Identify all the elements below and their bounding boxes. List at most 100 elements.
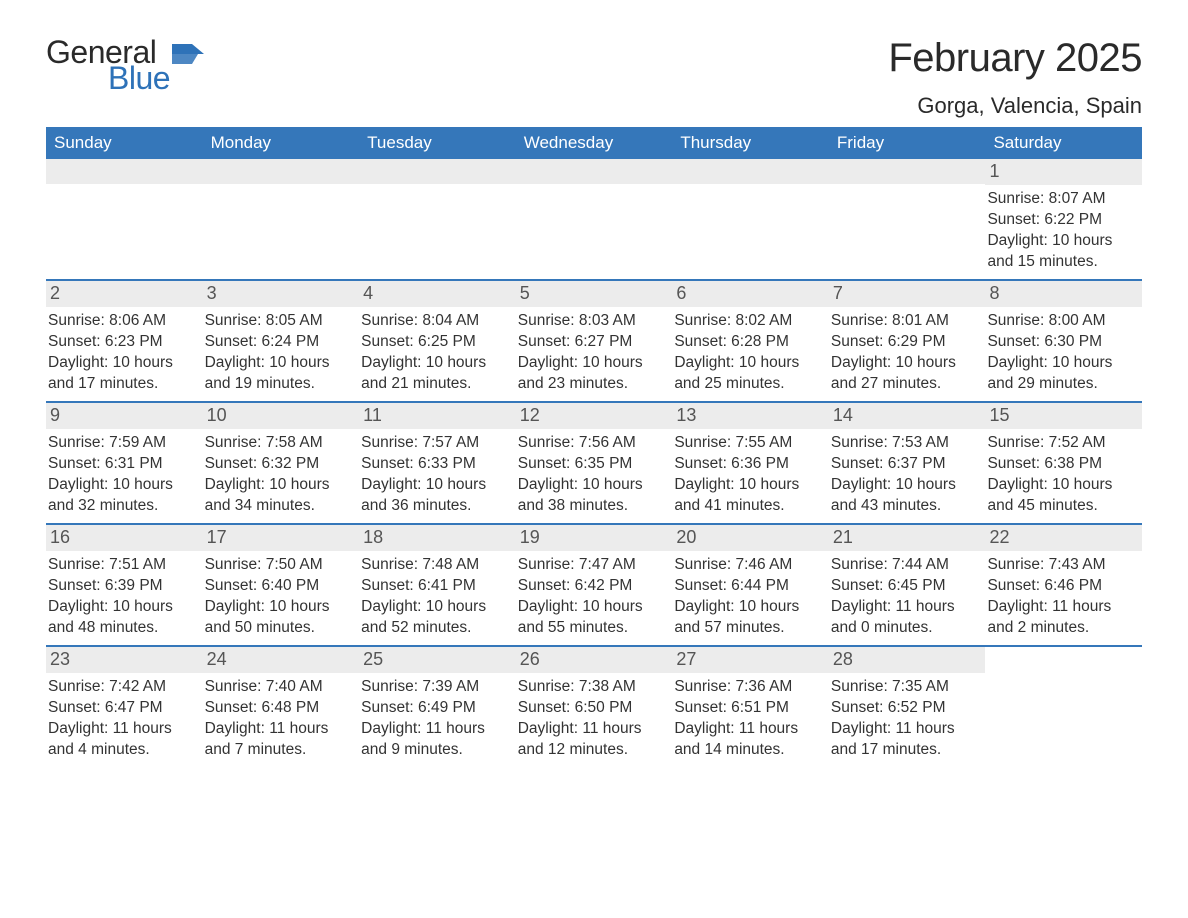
day-number: 25	[359, 647, 516, 673]
calendar-cell: 12Sunrise: 7:56 AMSunset: 6:35 PMDayligh…	[516, 403, 673, 523]
calendar-week: 2Sunrise: 8:06 AMSunset: 6:23 PMDaylight…	[46, 279, 1142, 401]
day-details: Sunrise: 8:05 AMSunset: 6:24 PMDaylight:…	[203, 307, 360, 395]
daylight-text: Daylight: 11 hours and 9 minutes.	[361, 719, 514, 761]
daylight-text: Daylight: 10 hours and 52 minutes.	[361, 597, 514, 639]
calendar-cell: 26Sunrise: 7:38 AMSunset: 6:50 PMDayligh…	[516, 647, 673, 767]
calendar-cell: 20Sunrise: 7:46 AMSunset: 6:44 PMDayligh…	[672, 525, 829, 645]
day-details: Sunrise: 7:55 AMSunset: 6:36 PMDaylight:…	[672, 429, 829, 517]
daylight-text: Daylight: 10 hours and 21 minutes.	[361, 353, 514, 395]
day-number: 10	[203, 403, 360, 429]
day-details: Sunrise: 7:35 AMSunset: 6:52 PMDaylight:…	[829, 673, 986, 761]
day-number: 19	[516, 525, 673, 551]
sunset-text: Sunset: 6:22 PM	[987, 210, 1140, 231]
day-details: Sunrise: 7:58 AMSunset: 6:32 PMDaylight:…	[203, 429, 360, 517]
day-number: 15	[985, 403, 1142, 429]
day-number	[359, 159, 516, 184]
sunrise-text: Sunrise: 7:39 AM	[361, 677, 514, 698]
day-number: 24	[203, 647, 360, 673]
day-details: Sunrise: 7:40 AMSunset: 6:48 PMDaylight:…	[203, 673, 360, 761]
sunrise-text: Sunrise: 8:07 AM	[987, 189, 1140, 210]
sunrise-text: Sunrise: 8:01 AM	[831, 311, 984, 332]
sunset-text: Sunset: 6:45 PM	[831, 576, 984, 597]
day-number: 20	[672, 525, 829, 551]
sunrise-text: Sunrise: 7:48 AM	[361, 555, 514, 576]
calendar-cell	[672, 159, 829, 279]
day-details: Sunrise: 7:43 AMSunset: 6:46 PMDaylight:…	[985, 551, 1142, 639]
day-number: 2	[46, 281, 203, 307]
weekday-header: Monday	[203, 127, 360, 159]
calendar-cell: 10Sunrise: 7:58 AMSunset: 6:32 PMDayligh…	[203, 403, 360, 523]
day-number: 3	[203, 281, 360, 307]
day-number	[46, 159, 203, 184]
day-number	[672, 159, 829, 184]
calendar-cell: 15Sunrise: 7:52 AMSunset: 6:38 PMDayligh…	[985, 403, 1142, 523]
day-number: 26	[516, 647, 673, 673]
day-details: Sunrise: 7:48 AMSunset: 6:41 PMDaylight:…	[359, 551, 516, 639]
title-block: February 2025 Gorga, Valencia, Spain	[888, 36, 1142, 119]
day-details: Sunrise: 7:38 AMSunset: 6:50 PMDaylight:…	[516, 673, 673, 761]
sunrise-text: Sunrise: 7:57 AM	[361, 433, 514, 454]
day-number	[829, 159, 986, 184]
calendar-cell: 11Sunrise: 7:57 AMSunset: 6:33 PMDayligh…	[359, 403, 516, 523]
day-number: 7	[829, 281, 986, 307]
calendar-cell: 19Sunrise: 7:47 AMSunset: 6:42 PMDayligh…	[516, 525, 673, 645]
calendar-cell: 16Sunrise: 7:51 AMSunset: 6:39 PMDayligh…	[46, 525, 203, 645]
day-details: Sunrise: 7:36 AMSunset: 6:51 PMDaylight:…	[672, 673, 829, 761]
location-label: Gorga, Valencia, Spain	[888, 93, 1142, 119]
calendar-week: 1Sunrise: 8:07 AMSunset: 6:22 PMDaylight…	[46, 159, 1142, 279]
weekday-header-row: Sunday Monday Tuesday Wednesday Thursday…	[46, 127, 1142, 159]
sunset-text: Sunset: 6:23 PM	[48, 332, 201, 353]
day-number: 12	[516, 403, 673, 429]
sunset-text: Sunset: 6:52 PM	[831, 698, 984, 719]
calendar-cell: 23Sunrise: 7:42 AMSunset: 6:47 PMDayligh…	[46, 647, 203, 767]
calendar-cell: 6Sunrise: 8:02 AMSunset: 6:28 PMDaylight…	[672, 281, 829, 401]
sunset-text: Sunset: 6:32 PM	[205, 454, 358, 475]
sunrise-text: Sunrise: 7:53 AM	[831, 433, 984, 454]
daylight-text: Daylight: 10 hours and 41 minutes.	[674, 475, 827, 517]
flag-icon	[172, 42, 204, 64]
sunset-text: Sunset: 6:42 PM	[518, 576, 671, 597]
sunset-text: Sunset: 6:25 PM	[361, 332, 514, 353]
daylight-text: Daylight: 10 hours and 23 minutes.	[518, 353, 671, 395]
calendar-cell: 22Sunrise: 7:43 AMSunset: 6:46 PMDayligh…	[985, 525, 1142, 645]
sunrise-text: Sunrise: 7:40 AM	[205, 677, 358, 698]
weekday-header: Sunday	[46, 127, 203, 159]
sunset-text: Sunset: 6:36 PM	[674, 454, 827, 475]
calendar-week: 23Sunrise: 7:42 AMSunset: 6:47 PMDayligh…	[46, 645, 1142, 767]
day-number: 23	[46, 647, 203, 673]
day-details: Sunrise: 7:56 AMSunset: 6:35 PMDaylight:…	[516, 429, 673, 517]
calendar-cell: 1Sunrise: 8:07 AMSunset: 6:22 PMDaylight…	[985, 159, 1142, 279]
calendar-week: 16Sunrise: 7:51 AMSunset: 6:39 PMDayligh…	[46, 523, 1142, 645]
calendar-cell: 28Sunrise: 7:35 AMSunset: 6:52 PMDayligh…	[829, 647, 986, 767]
calendar-cell	[829, 159, 986, 279]
day-details: Sunrise: 7:51 AMSunset: 6:39 PMDaylight:…	[46, 551, 203, 639]
day-number: 22	[985, 525, 1142, 551]
day-number: 17	[203, 525, 360, 551]
day-details: Sunrise: 7:39 AMSunset: 6:49 PMDaylight:…	[359, 673, 516, 761]
calendar-cell: 5Sunrise: 8:03 AMSunset: 6:27 PMDaylight…	[516, 281, 673, 401]
day-number: 6	[672, 281, 829, 307]
sunrise-text: Sunrise: 7:50 AM	[205, 555, 358, 576]
sunset-text: Sunset: 6:51 PM	[674, 698, 827, 719]
day-number: 4	[359, 281, 516, 307]
calendar-cell: 14Sunrise: 7:53 AMSunset: 6:37 PMDayligh…	[829, 403, 986, 523]
sunset-text: Sunset: 6:37 PM	[831, 454, 984, 475]
daylight-text: Daylight: 10 hours and 25 minutes.	[674, 353, 827, 395]
sunrise-text: Sunrise: 7:35 AM	[831, 677, 984, 698]
weekday-header: Friday	[829, 127, 986, 159]
sunrise-text: Sunrise: 7:43 AM	[987, 555, 1140, 576]
calendar-cell	[516, 159, 673, 279]
day-number: 9	[46, 403, 203, 429]
sunset-text: Sunset: 6:39 PM	[48, 576, 201, 597]
calendar-cell: 4Sunrise: 8:04 AMSunset: 6:25 PMDaylight…	[359, 281, 516, 401]
daylight-text: Daylight: 10 hours and 15 minutes.	[987, 231, 1140, 273]
day-number: 28	[829, 647, 986, 673]
sunrise-text: Sunrise: 8:00 AM	[987, 311, 1140, 332]
daylight-text: Daylight: 10 hours and 36 minutes.	[361, 475, 514, 517]
daylight-text: Daylight: 11 hours and 2 minutes.	[987, 597, 1140, 639]
calendar-cell: 13Sunrise: 7:55 AMSunset: 6:36 PMDayligh…	[672, 403, 829, 523]
sunset-text: Sunset: 6:31 PM	[48, 454, 201, 475]
sunset-text: Sunset: 6:27 PM	[518, 332, 671, 353]
sunset-text: Sunset: 6:47 PM	[48, 698, 201, 719]
daylight-text: Daylight: 10 hours and 55 minutes.	[518, 597, 671, 639]
